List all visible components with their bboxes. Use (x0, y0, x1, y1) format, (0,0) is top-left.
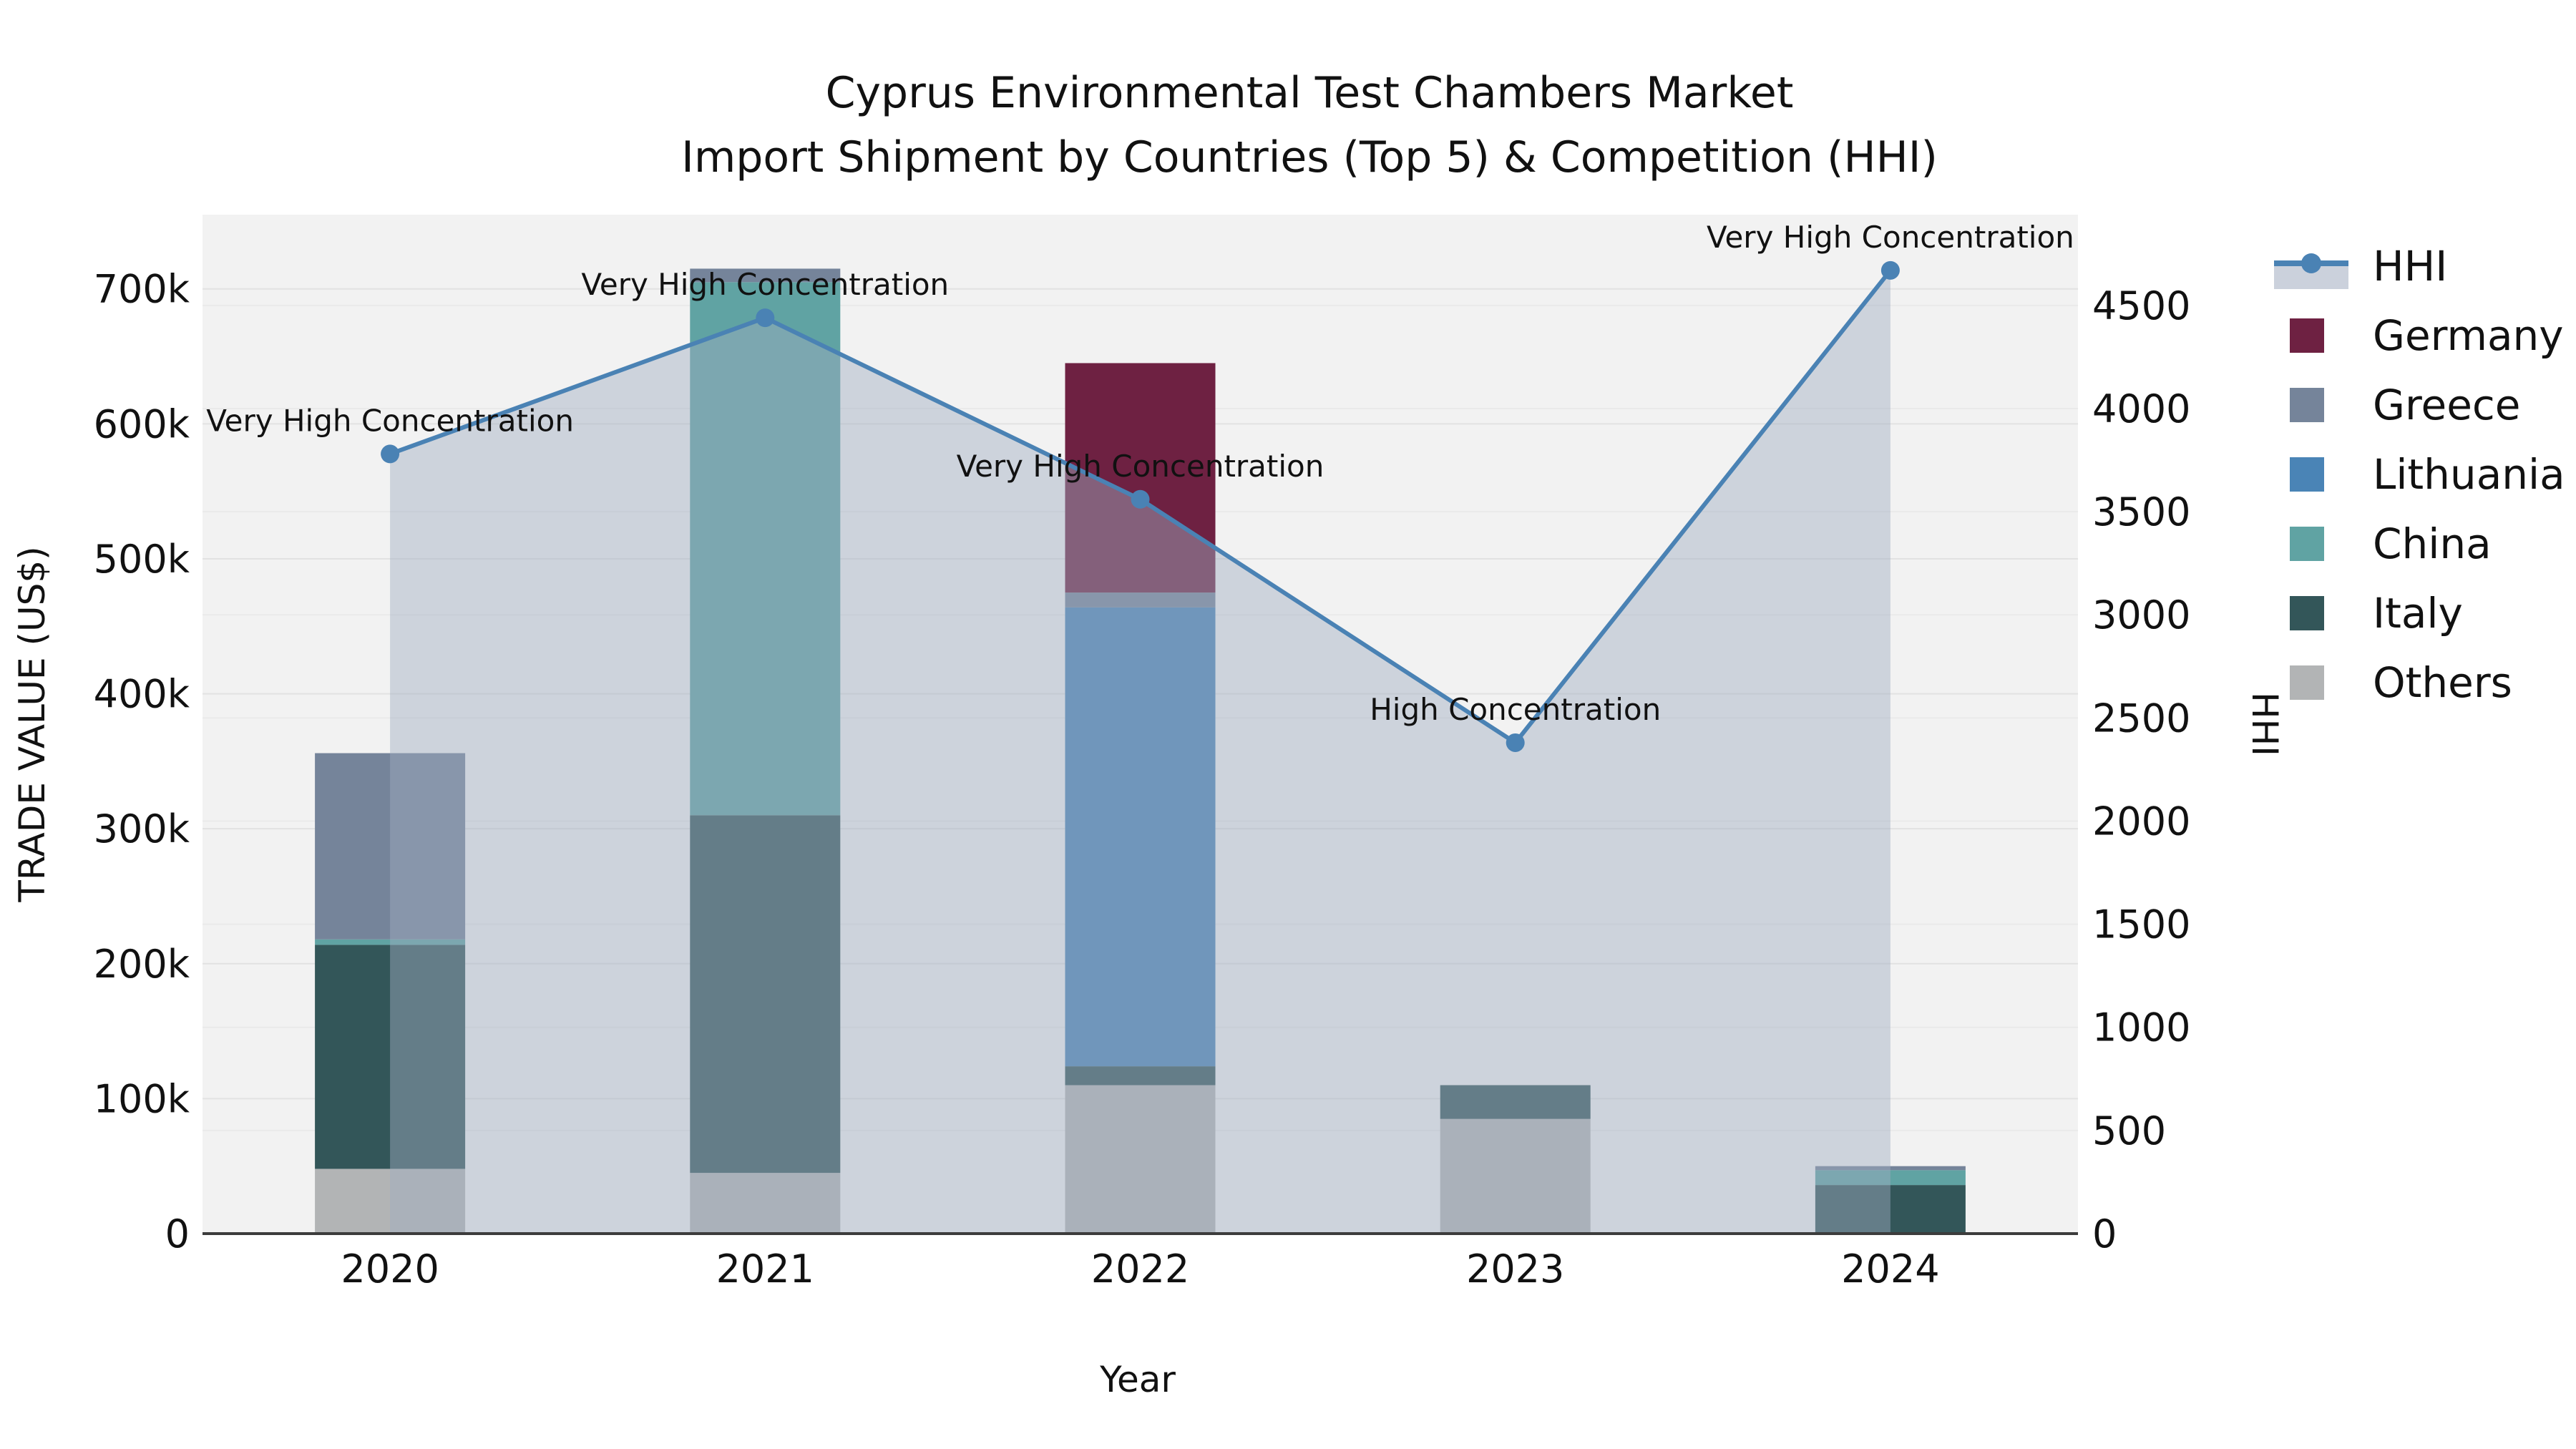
bar-segment-others-2022 (1065, 1085, 1216, 1234)
bar-segment-others-2023 (1440, 1118, 1591, 1234)
hhi-marker-2021 (756, 308, 775, 328)
hhi-area (390, 270, 1890, 1234)
chart-title-line2: Import Shipment by Countries (Top 5) & C… (681, 132, 1938, 182)
right-tick-4500: 4500 (2092, 283, 2190, 328)
legend-label-greece: Greece (2373, 381, 2520, 429)
left-tick-700k: 700k (94, 267, 190, 312)
chart-title-line1: Cyprus Environmental Test Chambers Marke… (826, 68, 1794, 118)
legend: HHI Germany Greece Lithuania China Italy Other… (2274, 242, 2565, 707)
left-axis-tick-labels: 0 100k 200k 300k 400k 500k 600k 700k (94, 267, 190, 1257)
right-tick-2500: 2500 (2092, 696, 2190, 741)
right-tick-1000: 1000 (2092, 1005, 2190, 1050)
hhi-marker-2023 (1506, 733, 1525, 752)
stacked-bars (315, 268, 1966, 1234)
legend-item-germany: Germany (2290, 311, 2564, 360)
hhi-marker-2020 (381, 444, 400, 464)
legend-item-hhi: HHI (2274, 242, 2447, 291)
bar-segment-china-2021 (690, 282, 841, 816)
x-tick-2020: 2020 (341, 1246, 439, 1292)
left-tick-200k: 200k (94, 942, 190, 987)
right-tick-500: 500 (2092, 1108, 2166, 1153)
bar-segment-germany-2022 (1065, 363, 1216, 593)
bar-segment-greece-2021 (690, 268, 841, 283)
legend-item-lithuania: Lithuania (2290, 450, 2565, 499)
legend-swatch-lithuania (2290, 457, 2324, 492)
legend-item-italy: Italy (2290, 589, 2463, 638)
legend-hhi-marker-swatch (2301, 253, 2321, 273)
legend-label-others: Others (2373, 658, 2512, 707)
bar-segment-greece-2024 (1815, 1166, 1966, 1171)
left-tick-300k: 300k (94, 806, 190, 852)
bar-segment-italy-2022 (1065, 1066, 1216, 1085)
hhi-area-fill (390, 270, 1890, 1234)
left-tick-100k: 100k (94, 1076, 190, 1121)
legend-swatch-greece (2290, 388, 2324, 422)
annotation-2024: Very High Concentration (1707, 220, 2074, 255)
bar-segment-italy-2023 (1440, 1085, 1591, 1119)
bar-segment-greece-2022 (1065, 592, 1216, 608)
legend-item-greece: Greece (2290, 381, 2520, 429)
legend-label-italy: Italy (2373, 589, 2463, 638)
legend-swatch-china (2290, 527, 2324, 561)
right-tick-4000: 4000 (2092, 386, 2190, 431)
right-axis-tick-labels: 0 500 1000 1500 2000 2500 3000 3500 4000 4500 (2092, 283, 2190, 1257)
right-tick-1500: 1500 (2092, 902, 2190, 947)
bar-segment-others-2020 (315, 1169, 466, 1234)
legend-item-china: China (2290, 519, 2492, 568)
legend-label-hhi: HHI (2373, 242, 2447, 291)
right-tick-3500: 3500 (2092, 489, 2190, 535)
right-tick-3000: 3000 (2092, 592, 2190, 638)
annotation-2021: Very High Concentration (581, 267, 949, 302)
left-tick-400k: 400k (94, 672, 190, 717)
x-tick-2022: 2022 (1091, 1246, 1189, 1292)
right-tick-0: 0 (2092, 1211, 2117, 1257)
legend-label-lithuania: Lithuania (2373, 450, 2565, 499)
hhi-marker-2022 (1131, 489, 1150, 509)
legend-label-china: China (2373, 519, 2492, 568)
right-tick-2000: 2000 (2092, 799, 2190, 844)
x-tick-2024: 2024 (1841, 1246, 1939, 1292)
right-axis-title: HHI (2244, 692, 2285, 756)
bar-segment-others-2021 (690, 1173, 841, 1234)
bar-segment-china-2020 (315, 939, 466, 945)
x-tick-2023: 2023 (1466, 1246, 1564, 1292)
bar-segment-italy-2021 (690, 815, 841, 1174)
legend-item-others: Others (2290, 658, 2512, 707)
left-tick-600k: 600k (94, 401, 190, 447)
legend-swatch-germany (2290, 318, 2324, 353)
x-tick-2021: 2021 (716, 1246, 814, 1292)
annotation-2020: Very High Concentration (206, 403, 574, 438)
annotation-2023: High Concentration (1370, 692, 1661, 727)
bar-segment-italy-2024 (1815, 1185, 1966, 1234)
bar-segment-greece-2020 (315, 753, 466, 940)
bar-segment-china-2024 (1815, 1170, 1966, 1186)
x-axis-title: Year (1099, 1359, 1176, 1400)
concentration-annotations: Very High Concentration Very High Concent… (206, 220, 2074, 727)
hhi-markers (381, 260, 1900, 752)
legend-swatch-italy (2290, 596, 2324, 630)
left-axis-title: TRADE VALUE (US$) (11, 546, 53, 902)
bar-segment-italy-2020 (315, 945, 466, 1169)
legend-swatch-others (2290, 665, 2324, 700)
left-tick-500k: 500k (94, 537, 190, 582)
bar-segment-lithuania-2022 (1065, 607, 1216, 1067)
annotation-2022: Very High Concentration (957, 449, 1324, 484)
left-tick-0: 0 (165, 1211, 190, 1257)
hhi-marker-2024 (1880, 260, 1900, 280)
legend-label-germany: Germany (2373, 311, 2564, 360)
x-axis-tick-labels: 2020 2021 2022 2023 2024 (341, 1246, 1939, 1292)
